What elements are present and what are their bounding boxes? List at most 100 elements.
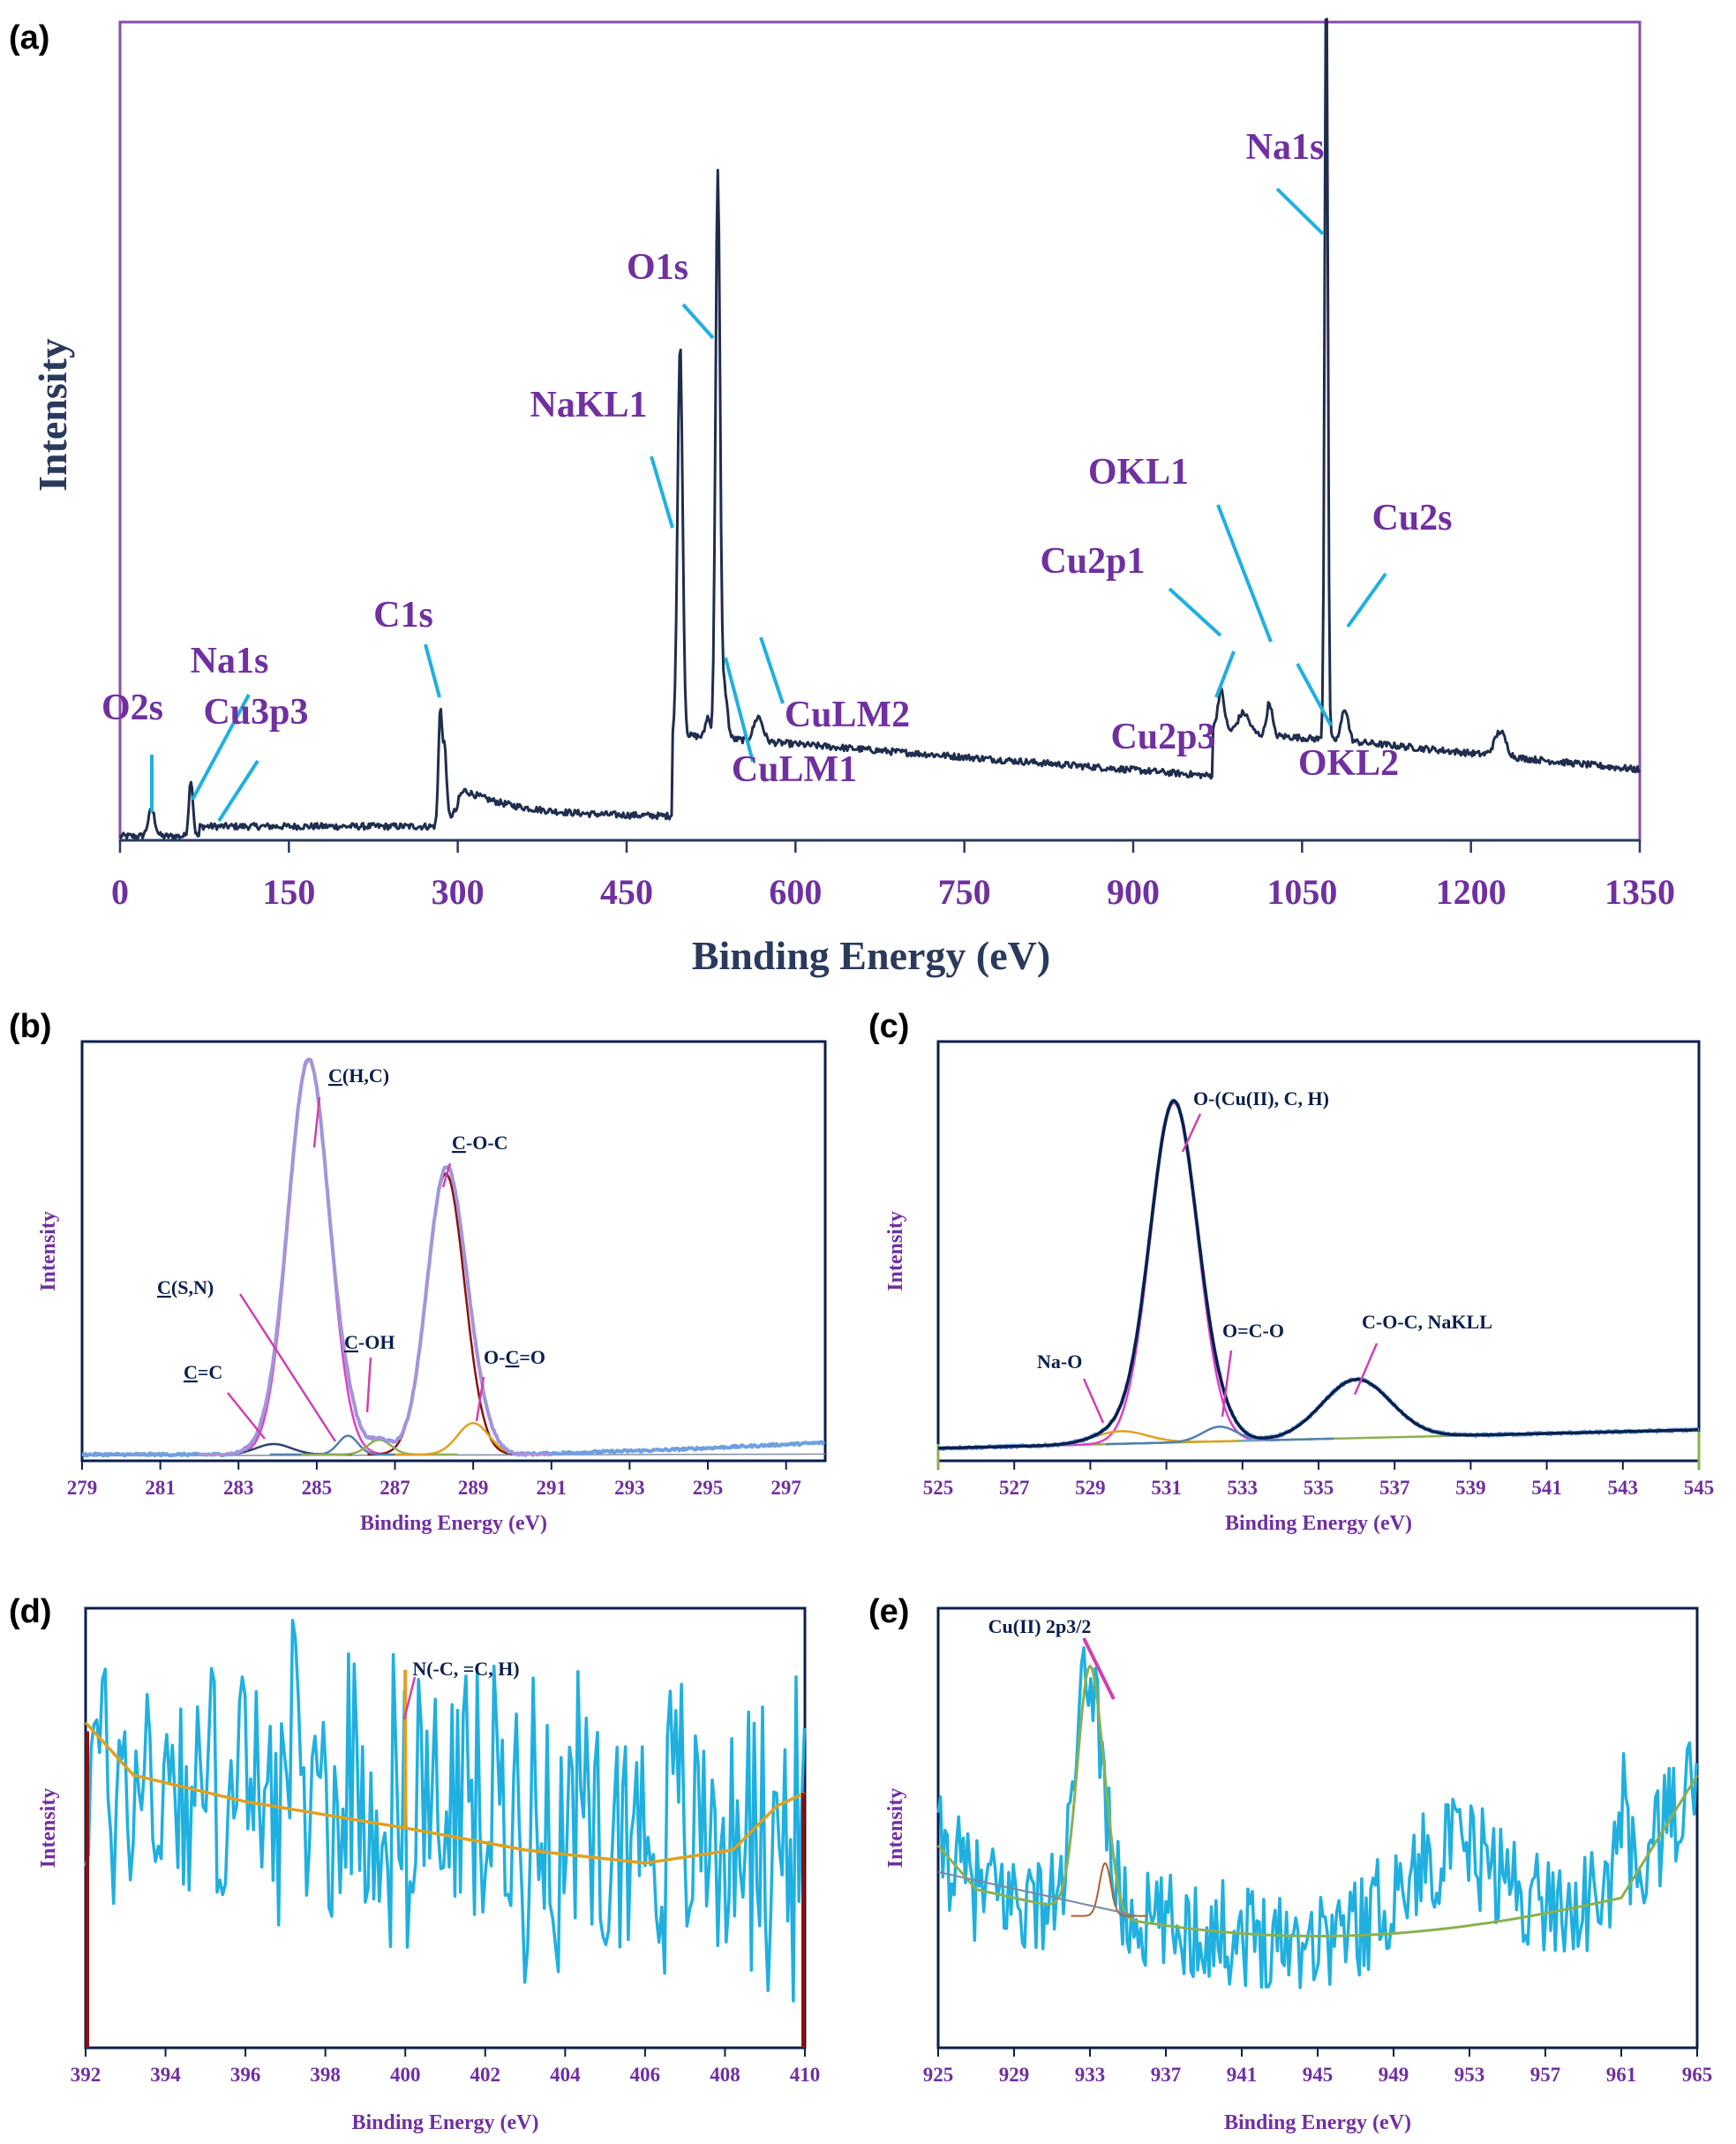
y-axis-title-e: Intensity — [884, 1788, 907, 1869]
x-tick-label: 150 — [262, 872, 315, 912]
label-underlined-atom: C — [157, 1276, 171, 1298]
x-tick-label: 953 — [1454, 2064, 1485, 2086]
panel-e: (e) 925 929 933 937 941 945 949 953 957 961 965 Bind… — [868, 1593, 1712, 2134]
x-tick-label: 1350 — [1604, 872, 1675, 912]
annotation-leader — [1221, 1350, 1233, 1418]
annotation-leader — [1346, 572, 1387, 628]
peak-label-na1s: Na1s — [191, 641, 269, 681]
panel-label-a: (a) — [9, 19, 49, 56]
x-tick-label: 961 — [1606, 2064, 1637, 2086]
annotation-leader — [1275, 187, 1325, 236]
x-tick-label: 541 — [1531, 1477, 1562, 1499]
annotation-leader — [1168, 587, 1222, 637]
component-curve-1 — [367, 1172, 524, 1456]
component-label: C-OH — [344, 1331, 395, 1353]
y-axis-title-c: Intensity — [884, 1211, 907, 1291]
x-tick-label: 525 — [923, 1477, 954, 1499]
x-tick-label: 402 — [470, 2064, 501, 2086]
x-tick-label: 933 — [1075, 2064, 1106, 2086]
x-tick-label: 539 — [1455, 1477, 1486, 1499]
label-pre: O- — [484, 1346, 505, 1368]
peak-label-cu2p1: Cu2p1 — [1040, 541, 1145, 582]
x-tick-label: 0 — [111, 872, 129, 912]
x-tick-label: 404 — [550, 2064, 581, 2086]
component-label: C-O-C — [452, 1132, 508, 1154]
annotation-leader — [1353, 1343, 1379, 1395]
annotation-leader — [1082, 1378, 1105, 1424]
x-tick-label: 531 — [1151, 1477, 1182, 1499]
x-tick-label: 533 — [1228, 1477, 1259, 1499]
x-tick-label: 396 — [230, 2064, 261, 2086]
annotation-leader — [475, 1376, 485, 1422]
x-tick-label: 937 — [1151, 2064, 1182, 2086]
background-d — [84, 1721, 806, 1865]
annotation-leader — [1296, 663, 1333, 726]
component-label: O-(Cu(II), C, H) — [1193, 1087, 1329, 1110]
panel-b: (b) 279 281 283 285 287 289 291 293 295 297 Binding… — [9, 1008, 827, 1535]
x-axis-title-a: Binding Energy (eV) — [692, 933, 1050, 978]
annotation-leader — [402, 1676, 417, 1720]
x-tick-label: 750 — [938, 872, 991, 912]
x-tick-label: 291 — [537, 1477, 567, 1499]
x-tick-label: 929 — [999, 2064, 1030, 2086]
annotation-leader — [227, 1392, 266, 1440]
panel-label-d: (d) — [9, 1593, 52, 1630]
x-tick-label: 543 — [1608, 1477, 1639, 1499]
component-curve-2 — [1105, 1426, 1334, 1446]
component-curve-0 — [230, 1059, 387, 1456]
x-axis-title-e: Binding Energy (eV) — [1224, 2111, 1411, 2134]
annotation-leader — [724, 657, 755, 763]
annotation-leader — [441, 1162, 452, 1188]
x-tick-label: 400 — [390, 2064, 421, 2086]
peak-label-cu2p3: Cu2p3 — [1110, 717, 1215, 757]
annotation-leader — [650, 455, 674, 529]
x-tick-label: 408 — [710, 2064, 740, 2086]
label-underlined-atom: C — [184, 1361, 198, 1383]
measured-spectrum-b — [81, 1057, 826, 1458]
x-tick-label: 900 — [1107, 872, 1160, 912]
component-curve-5 — [395, 1422, 552, 1456]
label-underlined-atom: C — [328, 1064, 342, 1087]
fit-envelope-c — [937, 1099, 1699, 1450]
peak-label-na1s: Na1s — [1246, 127, 1325, 168]
component-label: N(-C, =C, H) — [412, 1658, 519, 1680]
component-label: C(H,C) — [328, 1064, 389, 1087]
x-tick-label: 1050 — [1266, 872, 1337, 912]
y-axis-title-b: Intensity — [37, 1211, 60, 1291]
x-tick-label: 281 — [145, 1477, 176, 1499]
x-tick-label: 527 — [999, 1477, 1030, 1499]
peak-label-nakl1: NaKL1 — [530, 385, 647, 425]
fit-envelope-b — [199, 1057, 552, 1456]
x-tick-label: 545 — [1684, 1477, 1715, 1499]
x-tick-label: 537 — [1379, 1477, 1410, 1499]
x-tick-label: 293 — [614, 1477, 645, 1499]
component-label: C(S,N) — [157, 1276, 214, 1298]
y-axis-title-d: Intensity — [37, 1788, 60, 1869]
label-rest: (S,N) — [171, 1276, 214, 1298]
peak-label-okl2: OKL2 — [1298, 743, 1399, 784]
x-tick-label: 283 — [223, 1477, 254, 1499]
component-label: C-O-C, NaKLL — [1362, 1311, 1492, 1333]
x-tick-label: 279 — [67, 1477, 98, 1499]
panel-a: (a) 0 150 300 450 600 750 900 1050 1200 1350 Bindin… — [9, 18, 1675, 978]
component-curve — [1071, 1862, 1147, 1917]
x-tick-label: 965 — [1682, 2064, 1713, 2086]
peak-label-culm1: CuLM1 — [732, 749, 857, 790]
measured-spectrum-d — [84, 1618, 807, 2003]
x-tick-label: 450 — [600, 872, 653, 912]
annotation-leader — [191, 694, 251, 801]
annotation-leader — [217, 759, 259, 823]
x-tick-label: 406 — [630, 2064, 661, 2086]
panel-label-b: (b) — [9, 1008, 52, 1045]
x-tick-label: 300 — [432, 872, 485, 912]
peak-label-cu2s: Cu2s — [1372, 498, 1452, 538]
label-rest: (H,C) — [342, 1064, 389, 1087]
annotation-leader — [1214, 651, 1236, 698]
label-rest: =O — [519, 1346, 545, 1368]
annotation-leader — [1181, 1113, 1202, 1153]
component-label: Cu(II) 2p3/2 — [988, 1615, 1092, 1637]
y-axis-title-a: Intensity — [30, 338, 75, 492]
label-rest: -O-C — [466, 1132, 508, 1154]
x-tick-label: 410 — [790, 2064, 821, 2086]
x-tick-label: 535 — [1304, 1477, 1334, 1499]
